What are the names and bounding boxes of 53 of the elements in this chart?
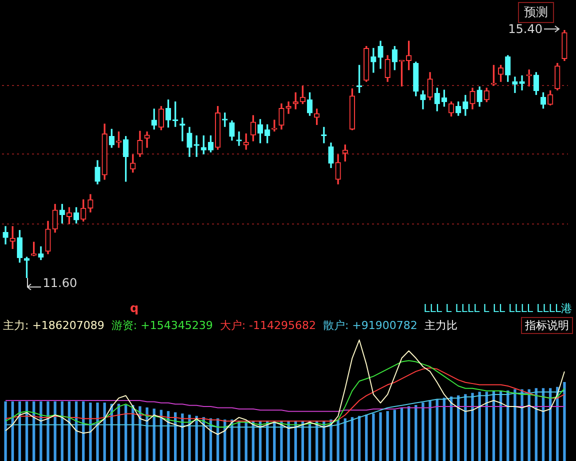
- annotation: 11.60: [42, 276, 78, 290]
- bar: [330, 420, 332, 461]
- bar: [520, 389, 524, 461]
- bar: [96, 402, 99, 461]
- bar: [146, 407, 148, 461]
- bar: [436, 398, 438, 461]
- bar: [478, 392, 481, 461]
- text: 大户: -114295682: [220, 318, 316, 333]
- bar: [195, 416, 198, 461]
- bar: [514, 389, 516, 461]
- bar: [386, 411, 389, 461]
- bar: [471, 392, 474, 461]
- bar: [393, 410, 396, 461]
- candlestick: [194, 135, 200, 157]
- bar: [372, 413, 375, 461]
- text: q: [130, 301, 139, 315]
- bar: [188, 414, 191, 461]
- bar: [379, 412, 382, 461]
- bar: [46, 401, 50, 461]
- bar: [280, 420, 283, 461]
- candlestick: [519, 75, 525, 90]
- bar: [124, 405, 128, 461]
- candlestick: [144, 131, 150, 148]
- bar: [485, 392, 488, 461]
- bar: [287, 420, 290, 461]
- bar: [344, 418, 346, 461]
- text: 散户: +91900782: [322, 318, 418, 333]
- bar: [414, 405, 418, 461]
- bar: [442, 398, 446, 461]
- text: 预测: [518, 2, 554, 23]
- bar: [238, 420, 240, 461]
- bar: [350, 417, 354, 461]
- bar: [358, 416, 361, 461]
- candlestick: [512, 76, 518, 93]
- bar: [400, 407, 404, 461]
- bar: [54, 401, 56, 461]
- text: 主力: +186207089: [3, 318, 104, 333]
- bar: [336, 420, 340, 461]
- candlestick: [236, 131, 242, 146]
- text: LLL L LLLL L LL LLLL LLLL港: [424, 301, 572, 316]
- bar: [365, 414, 368, 461]
- text: 指标说明: [521, 317, 573, 334]
- bar: [428, 400, 432, 461]
- annotation: 15.40: [508, 22, 542, 36]
- bar: [407, 406, 410, 461]
- bar: [4, 401, 7, 461]
- text: 游资: +154345239: [111, 318, 213, 333]
- bar: [422, 402, 424, 461]
- bar: [89, 402, 92, 461]
- bar: [563, 382, 566, 461]
- text: 主力比: [424, 318, 458, 333]
- candlestick: [370, 48, 376, 73]
- bar: [506, 390, 510, 461]
